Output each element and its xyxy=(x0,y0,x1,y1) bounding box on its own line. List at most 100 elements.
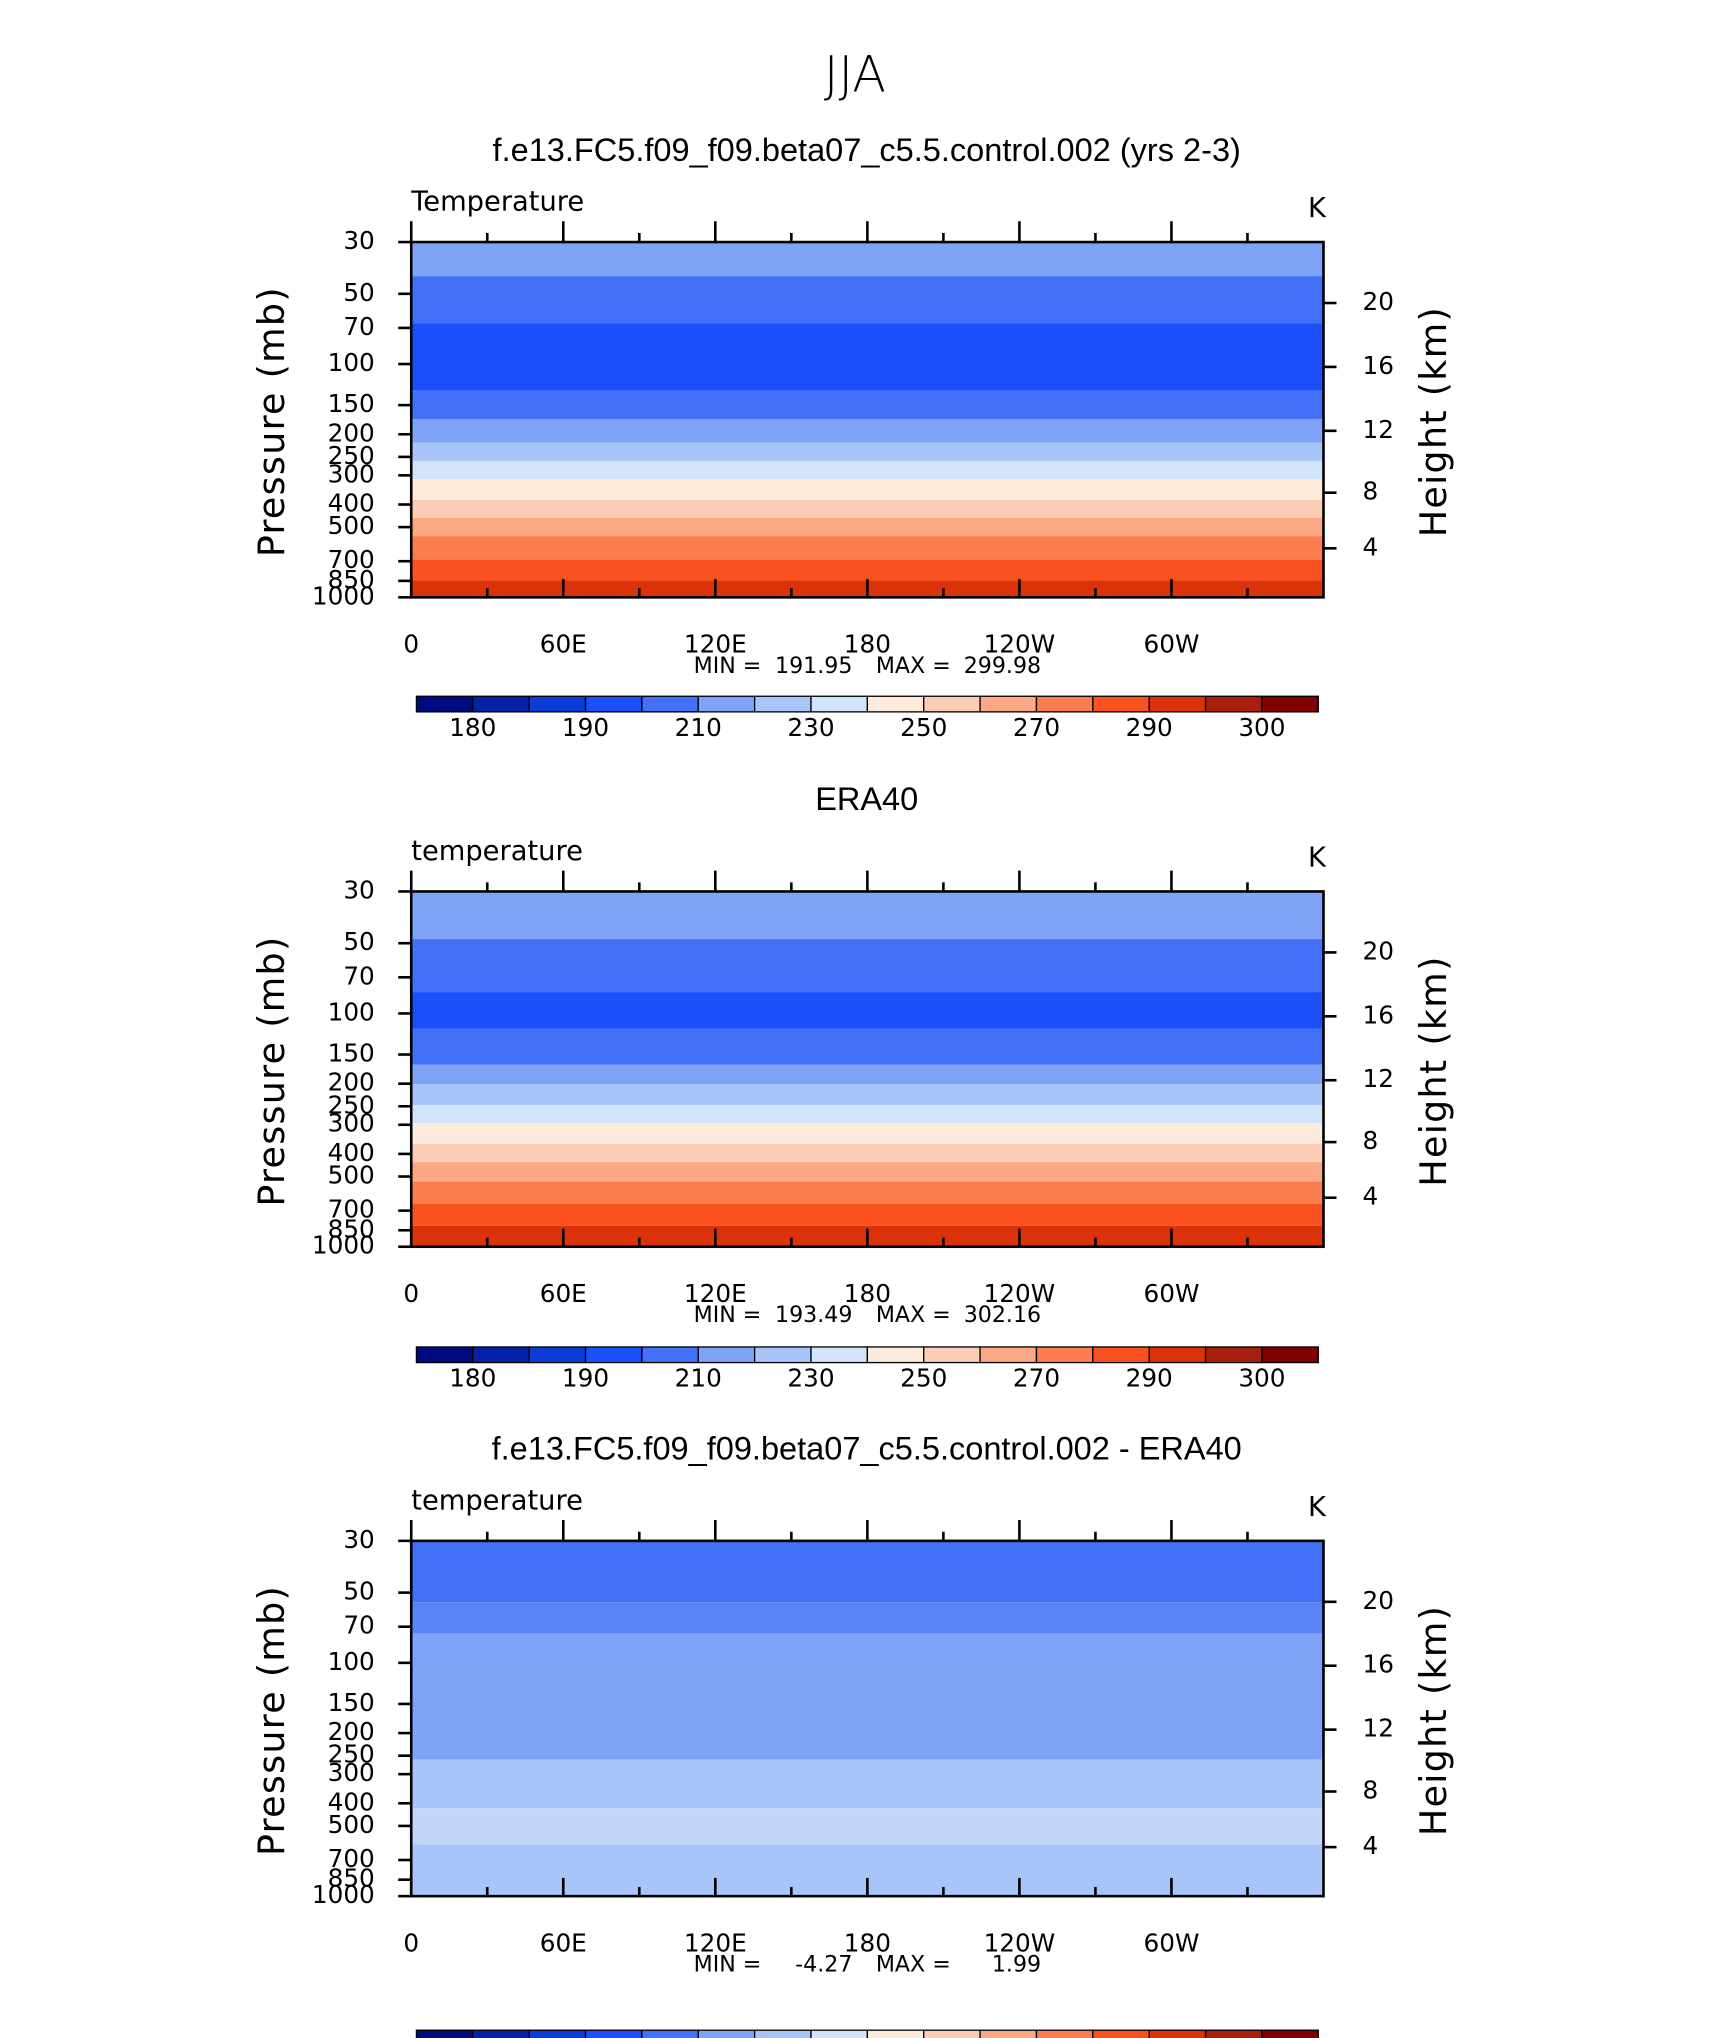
colorbar-swatch xyxy=(753,1346,812,1364)
contour-band xyxy=(411,323,1324,391)
x-tick-label: 120W xyxy=(984,1279,1056,1308)
min-label: MIN = xyxy=(694,653,762,679)
x-tick-label: 60W xyxy=(1143,629,1199,658)
max-value: 299.98 xyxy=(964,653,1041,679)
contour-band xyxy=(411,418,1324,443)
y-tick-label: 70 xyxy=(343,961,374,990)
y-tick-label: 500 xyxy=(328,511,375,540)
colorbar-swatch xyxy=(528,1346,587,1364)
colorbar-swatch xyxy=(1261,2029,1319,2038)
colorbar-label: 290 xyxy=(1126,713,1173,742)
y2-tick-label: 12 xyxy=(1363,1064,1394,1093)
y-tick-label: 200 xyxy=(328,1717,375,1746)
x-tick-label: 120E xyxy=(684,629,747,658)
colorbar-swatch xyxy=(810,695,869,713)
min-label: MIN = xyxy=(694,1302,762,1328)
colorbar-swatch xyxy=(1092,2029,1150,2038)
contour-band xyxy=(411,442,1324,461)
colorbar-swatch xyxy=(528,695,587,713)
contour-band xyxy=(411,1084,1324,1106)
y-tick-label: 50 xyxy=(343,927,374,956)
y-axis-label: Pressure (mb) xyxy=(250,1585,293,1856)
y-tick-label: 70 xyxy=(343,312,374,341)
colorbar-label: 180 xyxy=(449,713,496,742)
colorbar-label: 270 xyxy=(1013,1363,1060,1392)
contour-band xyxy=(411,276,1324,324)
min-value: 193.49 xyxy=(775,1302,852,1328)
x-tick-label: 120E xyxy=(684,1928,747,1957)
contour-band xyxy=(411,1064,1324,1085)
y-tick-label: 1000 xyxy=(312,581,375,610)
colorbar-swatch xyxy=(1035,2029,1094,2038)
colorbar-label: 300 xyxy=(1238,1363,1285,1392)
panel-title: ERA40 xyxy=(815,781,918,817)
y-tick-label: 150 xyxy=(328,1688,375,1717)
left-label: temperature xyxy=(411,836,583,867)
y-tick-label: 400 xyxy=(328,1787,375,1816)
colorbar-swatch xyxy=(866,1346,925,1364)
colorbar-swatch xyxy=(415,1346,474,1364)
y-tick-label: 100 xyxy=(328,1647,375,1676)
y2-tick-label: 8 xyxy=(1363,1776,1379,1805)
contour-band xyxy=(411,891,1324,940)
contour-band xyxy=(411,499,1324,519)
colorbar-swatch xyxy=(810,2029,869,2038)
contour-band xyxy=(411,536,1324,560)
contour-band xyxy=(411,992,1324,1029)
colorbar-swatch xyxy=(1204,1346,1263,1364)
colorbar-label: 300 xyxy=(1238,713,1285,742)
y-axis-label: Pressure (mb) xyxy=(250,936,293,1207)
colorbar-swatch xyxy=(979,2029,1038,2038)
colorbar-swatch xyxy=(866,2029,925,2038)
contour-band xyxy=(411,1633,1324,1760)
colorbar-swatch xyxy=(1261,1346,1319,1364)
colorbar-swatch xyxy=(584,2029,643,2038)
colorbar-swatch xyxy=(866,695,925,713)
y-tick-label: 100 xyxy=(328,348,375,377)
x-tick-label: 120W xyxy=(984,629,1056,658)
y2-axis-label: Height (km) xyxy=(1412,955,1455,1186)
y2-tick-label: 4 xyxy=(1363,1182,1379,1211)
colorbar-swatch xyxy=(415,2029,474,2038)
x-tick-label: 60E xyxy=(540,1279,587,1308)
colorbar-label: 180 xyxy=(449,1363,496,1392)
colorbar-label: 270 xyxy=(1013,713,1060,742)
y2-tick-label: 20 xyxy=(1363,936,1394,965)
panel: f.e13.FC5.f09_f09.beta07_c5.5.control.00… xyxy=(250,1431,1455,2038)
contour-band xyxy=(411,1144,1324,1163)
colorbar-swatch xyxy=(1261,695,1319,713)
y2-tick-label: 16 xyxy=(1363,1000,1394,1029)
colorbar-swatch xyxy=(472,1346,530,1364)
colorbar-swatch xyxy=(528,2029,587,2038)
x-tick-label: 180 xyxy=(844,1928,891,1957)
left-label: Temperature xyxy=(410,187,584,218)
colorbar-swatch xyxy=(923,2029,981,2038)
x-tick-label: 120W xyxy=(984,1928,1056,1957)
y2-axis-label: Height (km) xyxy=(1412,1605,1455,1836)
min-label: MIN = xyxy=(694,1952,762,1978)
y-tick-label: 700 xyxy=(328,1195,375,1224)
y-tick-label: 30 xyxy=(343,226,374,255)
colorbar-swatch xyxy=(979,1346,1038,1364)
colorbar-swatch xyxy=(1092,695,1150,713)
colorbar-label: 210 xyxy=(675,1363,722,1392)
y-tick-label: 300 xyxy=(328,459,375,488)
contour-band xyxy=(411,1759,1324,1809)
contour-band xyxy=(411,1123,1324,1145)
colorbar-label: 230 xyxy=(787,1363,834,1392)
colorbar-swatch xyxy=(1148,2029,1207,2038)
contour-band xyxy=(411,1105,1324,1124)
colorbar-swatch xyxy=(753,2029,812,2038)
contour-band xyxy=(411,1540,1324,1603)
y-tick-label: 200 xyxy=(328,418,375,447)
colorbar-label: 250 xyxy=(900,1363,947,1392)
y2-tick-label: 8 xyxy=(1363,1126,1379,1155)
colorbar-swatch xyxy=(753,695,812,713)
y-tick-label: 300 xyxy=(328,1109,375,1138)
y2-tick-label: 4 xyxy=(1363,532,1379,561)
colorbar-swatch xyxy=(472,695,530,713)
y-tick-label: 700 xyxy=(328,1844,375,1873)
right-label: K xyxy=(1308,193,1327,224)
x-tick-label: 0 xyxy=(403,1279,419,1308)
